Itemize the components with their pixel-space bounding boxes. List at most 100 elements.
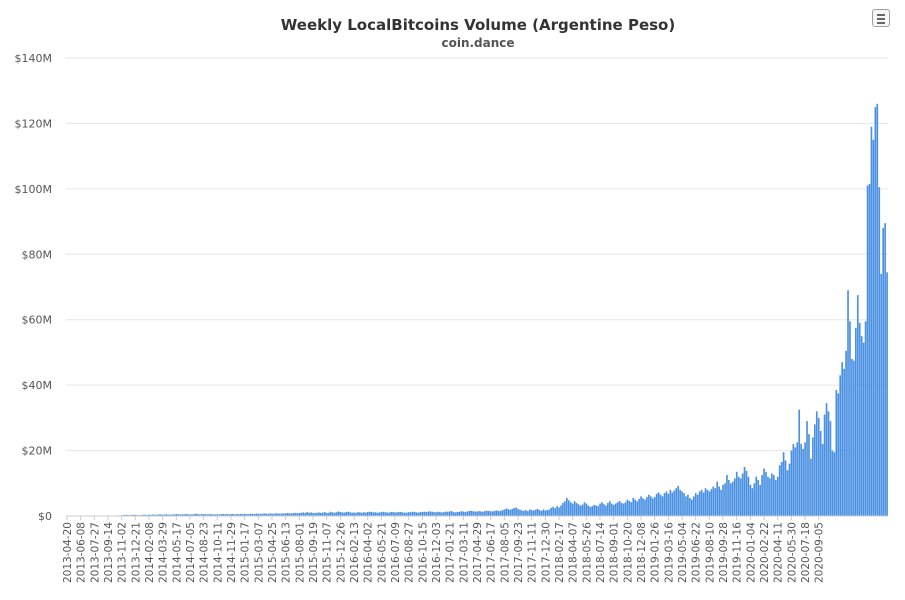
bar	[202, 514, 205, 516]
bar	[860, 336, 863, 516]
bar	[583, 502, 586, 516]
bar	[575, 502, 578, 516]
bar	[753, 483, 756, 516]
x-tick-label: 2015-06-13	[281, 522, 293, 583]
bar	[542, 509, 545, 516]
bar	[343, 512, 346, 517]
bar	[880, 273, 883, 516]
bar	[505, 508, 508, 516]
bar	[855, 327, 857, 516]
bar	[200, 513, 203, 516]
x-tick-label: 2020-05-30	[786, 522, 798, 583]
bar	[216, 514, 219, 516]
bar	[534, 509, 537, 516]
bar	[835, 390, 838, 516]
bar	[396, 512, 398, 516]
bar	[603, 504, 605, 516]
x-tick-label: 2019-05-04	[677, 522, 689, 583]
bar	[573, 501, 576, 516]
bar	[286, 513, 289, 516]
bar	[517, 508, 519, 516]
x-tick-label: 2013-07-27	[89, 522, 101, 583]
bar	[150, 514, 152, 516]
bar	[702, 492, 705, 516]
x-tick-label: 2017-04-29	[472, 522, 484, 583]
bar	[269, 513, 271, 516]
bar	[161, 514, 164, 516]
bar	[405, 512, 408, 517]
bar	[802, 448, 804, 516]
bar	[530, 510, 533, 516]
bar	[724, 483, 726, 516]
bar	[620, 502, 623, 516]
bar	[884, 223, 886, 516]
bar	[685, 496, 687, 516]
x-tick-label: 2018-05-26	[581, 522, 593, 583]
bar	[431, 511, 433, 516]
bar	[316, 512, 318, 516]
bar	[616, 502, 619, 516]
bar	[456, 511, 459, 516]
bar	[226, 514, 228, 516]
chart-menu-button[interactable]	[872, 9, 890, 27]
bar	[429, 511, 432, 516]
bar	[493, 510, 496, 516]
y-axis: $0 $20M $40M $60M $80M $100M $120M $140M	[15, 52, 53, 523]
bar	[581, 504, 584, 516]
bar	[403, 512, 406, 516]
bar	[536, 508, 539, 516]
bar	[171, 514, 174, 516]
bar	[308, 512, 310, 516]
bar	[564, 501, 566, 516]
bar	[306, 512, 309, 516]
bar	[124, 514, 127, 517]
bar	[212, 514, 215, 516]
bar	[640, 496, 642, 516]
bar	[487, 510, 490, 516]
bar	[187, 514, 189, 516]
bar	[474, 511, 476, 516]
bar	[437, 511, 439, 516]
bar	[509, 509, 512, 516]
x-tick-label: 2016-05-21	[376, 522, 388, 583]
bar	[181, 514, 184, 516]
bar	[669, 489, 672, 516]
x-tick-label: 2019-09-28	[718, 522, 730, 583]
bar	[815, 411, 818, 516]
bar	[722, 484, 724, 516]
bar	[345, 512, 348, 516]
bar	[804, 442, 806, 516]
bar	[737, 476, 740, 516]
bar	[325, 512, 328, 516]
bar	[247, 514, 250, 516]
bar	[591, 506, 594, 516]
bar	[550, 507, 553, 516]
bar	[323, 512, 326, 516]
bar	[468, 511, 471, 516]
bar	[745, 470, 748, 516]
bar	[423, 511, 426, 516]
bar	[728, 480, 730, 516]
bar	[778, 465, 781, 516]
bar	[443, 512, 445, 516]
bar	[532, 510, 535, 516]
x-tick-label: 2015-03-07	[253, 522, 265, 583]
bar	[413, 511, 416, 516]
x-tick-label: 2017-06-17	[486, 522, 498, 583]
bar	[339, 512, 342, 516]
bar	[866, 185, 869, 516]
bar	[763, 468, 765, 516]
bar	[349, 512, 351, 516]
bar	[712, 486, 715, 516]
bar	[796, 442, 799, 516]
bar	[751, 488, 754, 516]
x-tick-label: 2014-11-29	[226, 522, 238, 583]
bar	[454, 512, 457, 516]
bar	[130, 514, 133, 516]
bar	[528, 509, 531, 516]
bar	[321, 512, 324, 517]
chart-title: Weekly LocalBitcoins Volume (Argentine P…	[281, 16, 675, 34]
bar	[228, 514, 230, 516]
bar	[444, 511, 447, 516]
x-tick-label: 2019-06-22	[691, 522, 703, 583]
